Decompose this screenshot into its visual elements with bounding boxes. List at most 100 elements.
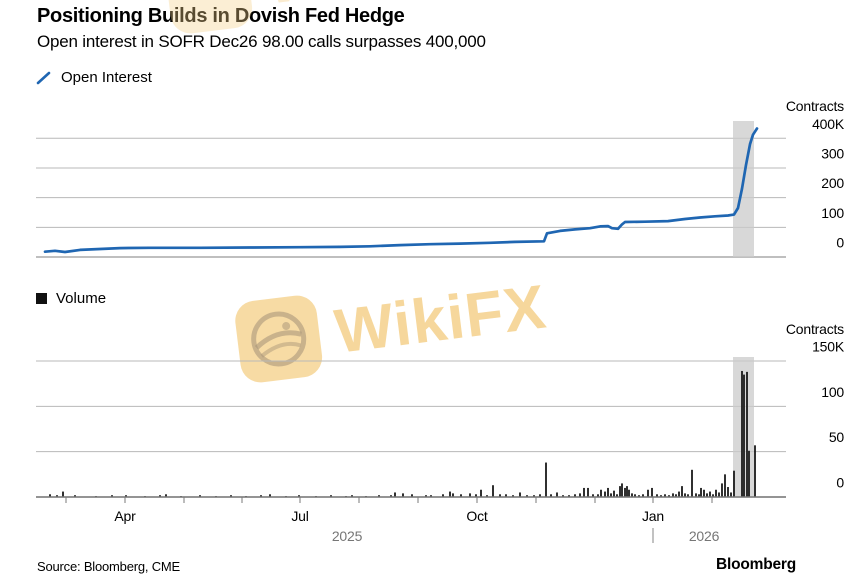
volume-bar	[613, 490, 615, 497]
volume-bar	[607, 487, 609, 497]
volume-bar	[74, 495, 76, 497]
volume-bar	[610, 493, 612, 497]
volume-bar	[698, 494, 700, 497]
volume-bar	[746, 371, 748, 497]
volume-bar	[664, 494, 666, 497]
volume-bar	[545, 462, 547, 497]
open-interest-line	[43, 127, 759, 254]
volume-bar	[469, 493, 471, 497]
volume-bar	[499, 494, 501, 497]
volume-bar	[550, 494, 552, 497]
bar-series-icon	[36, 293, 47, 304]
unit-label: Contracts	[786, 98, 844, 114]
volume-bar	[402, 493, 404, 497]
volume-bar	[706, 493, 708, 497]
volume-bar	[533, 495, 535, 497]
volume-bar	[651, 487, 653, 497]
volume-bar	[647, 489, 649, 497]
volume-bar	[449, 491, 451, 497]
bloomberg-logo: Bloomberg	[716, 556, 797, 573]
volume-bar	[298, 495, 300, 497]
volume-bar	[519, 492, 521, 497]
page-title: Positioning Builds in Dovish Fed Hedge	[37, 5, 405, 27]
volume-bar	[600, 489, 602, 497]
y-tick-label: 0	[836, 235, 844, 251]
volume-bar	[631, 493, 633, 497]
year-label-2025: 2025	[332, 528, 363, 544]
volume-bar	[230, 495, 232, 497]
x-axis-label-Apr: Apr	[114, 508, 136, 524]
volume-bar	[684, 493, 686, 497]
volume-bar	[700, 487, 702, 497]
volume-bar	[159, 495, 161, 497]
volume-bar	[556, 492, 558, 497]
y-tick-label: 100	[821, 384, 844, 400]
volume-bar	[512, 495, 514, 497]
page-subtitle: Open interest in SOFR Dec26 98.00 calls …	[37, 32, 486, 51]
volume-bar	[111, 495, 113, 497]
volume-bar	[394, 492, 396, 497]
volume-bar	[486, 495, 488, 497]
volume-bar	[724, 474, 726, 497]
volume-bar	[748, 450, 750, 497]
volume-bar	[709, 491, 711, 497]
volume-bar	[587, 487, 589, 497]
volume-bar	[562, 495, 564, 497]
volume-bar	[624, 487, 626, 497]
legend-volume-label: Volume	[56, 290, 107, 307]
y-tick-label: 400K	[812, 116, 845, 132]
volume-bar	[619, 486, 621, 497]
volume-bar	[712, 494, 714, 497]
volume-bar	[199, 495, 201, 497]
volume-bar	[165, 494, 167, 497]
volume-bar	[351, 495, 353, 497]
volume-bar	[579, 493, 581, 497]
volume-bar	[460, 494, 462, 497]
volume-bar	[672, 493, 674, 497]
volume-bar	[430, 495, 432, 497]
volume-bar	[621, 483, 623, 497]
volume-bar	[480, 489, 482, 497]
volume-bar	[681, 486, 683, 497]
volume-bar	[626, 486, 628, 497]
volume-bar	[675, 494, 677, 497]
volume-bar	[330, 495, 332, 497]
volume-bar	[592, 494, 594, 497]
volume-bar	[638, 495, 640, 497]
x-axis-label-Jul: Jul	[291, 508, 308, 524]
y-tick-label: 150K	[812, 338, 845, 354]
volume-bar	[733, 470, 735, 497]
legend-open-interest-label: Open Interest	[61, 69, 152, 86]
volume-bar	[715, 489, 717, 497]
x-axis-label-Jan: Jan	[642, 508, 664, 524]
volume-bar	[642, 494, 644, 497]
volume-bar	[568, 495, 570, 497]
volume-bar	[411, 494, 413, 497]
unit-label: Contracts	[786, 321, 844, 337]
volume-bar	[616, 494, 618, 497]
volume-bar	[452, 493, 454, 497]
volume-bar	[425, 495, 427, 497]
volume-bar	[125, 495, 127, 497]
source-note: Source: Bloomberg, CME	[37, 559, 180, 574]
x-axis-label-Oct: Oct	[466, 508, 487, 524]
volume-bar	[743, 374, 745, 497]
volume-bar	[727, 487, 729, 497]
volume-bar	[668, 495, 670, 497]
volume-bar	[492, 485, 494, 497]
volume-bar	[678, 491, 680, 497]
volume-bar	[730, 492, 732, 497]
volume-bar	[628, 489, 630, 497]
y-tick-label: 300	[821, 145, 844, 161]
volume-bar	[526, 495, 528, 497]
volume-bar	[49, 494, 51, 497]
y-tick-label: 200	[821, 175, 844, 191]
volume-bar	[691, 469, 693, 497]
volume-bar	[660, 495, 662, 497]
volume-bar	[539, 494, 541, 497]
volume-bar	[574, 494, 576, 497]
volume-bar	[656, 494, 658, 497]
volume-bar	[695, 493, 697, 497]
line-series-icon	[36, 71, 51, 84]
